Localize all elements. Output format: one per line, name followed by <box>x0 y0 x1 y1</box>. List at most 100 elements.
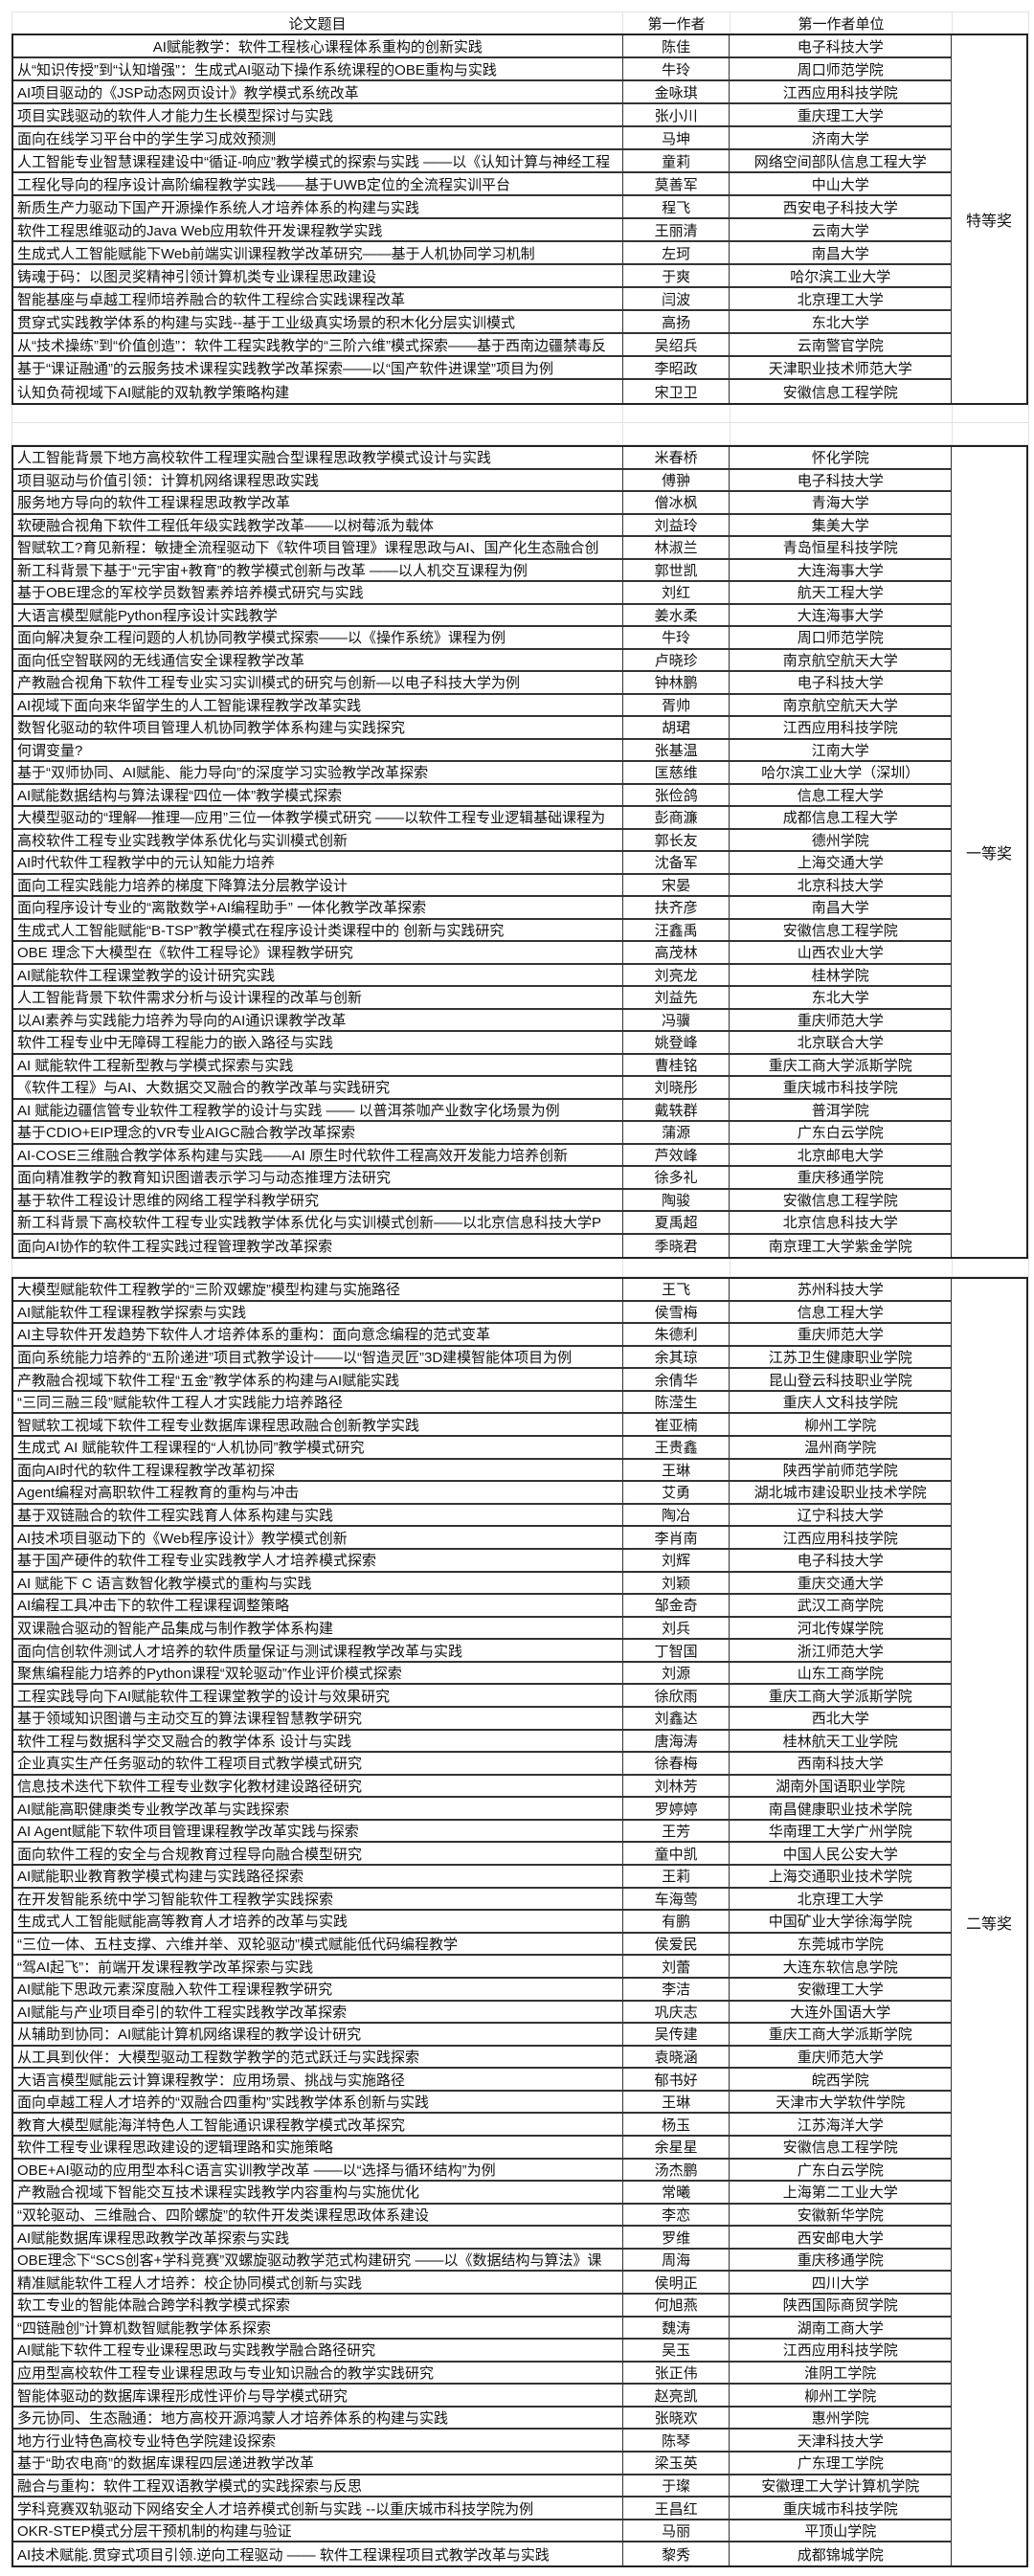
author-unit: 天津科技大学 <box>730 2430 952 2452</box>
paper-title: AI 赋能软件工程新型教与学模式探索与实践 <box>13 1054 623 1075</box>
first-author: 彭商濂 <box>623 807 731 828</box>
author-unit: 电子科技大学 <box>730 672 952 693</box>
paper-title: 基于“双师协同、AI赋能、能力导向”的深度学习实验教学改革探索 <box>13 762 623 783</box>
first-author: 左珂 <box>623 242 731 263</box>
paper-title: 认知负荷视域下AI赋能的双轨教学策略构建 <box>13 380 623 403</box>
author-unit: 云南大学 <box>730 219 952 240</box>
paper-title: 数智化驱动的软件项目管理人机协同教学体系构建与实践探究 <box>13 717 623 738</box>
author-unit: 航天工程大学 <box>730 582 952 603</box>
paper-title: OKR-STEP模式分层干预机制的构建与验证 <box>13 2520 623 2542</box>
author-unit: 网络空间部队信息工程大学 <box>730 150 952 171</box>
first-author: 沈备军 <box>623 852 731 873</box>
first-author: 张正伟 <box>623 2362 731 2384</box>
paper-title: AI赋能职业教育教学模式构建与实践路径探索 <box>13 1866 623 1887</box>
author-unit: 江苏卫生健康职业学院 <box>730 1346 952 1368</box>
first-author: 有鹏 <box>623 1911 731 1932</box>
paper-title: 面向系统能力培养的“五阶递进”项目式教学设计——以“智造灵匠”3D建模智能体项目… <box>13 1346 623 1368</box>
first-author: 王莉 <box>623 1866 731 1887</box>
paper-title: 双课融合驱动的智能产品集成与制作教学体系构建 <box>13 1617 623 1639</box>
first-author: 刘亮龙 <box>623 964 731 985</box>
first-author: 汤杰鹏 <box>623 2159 731 2181</box>
first-author: 卢晓珍 <box>623 649 731 670</box>
table-row: “驾AI起飞”：前端开发课程教学改革探索与实践 刘蕾 大连东软信息学院 <box>13 1956 952 1979</box>
table-row: 项目实践驱动的软件人才能力生长模型探讨与实践 张小川 重庆理工大学 <box>13 104 952 127</box>
paper-title: 面向程序设计专业的“离散数学+AI编程助手” 一体化教学改革探索 <box>13 897 623 918</box>
table-row: AI Agent赋能下软件项目管理课程教学改革实践与探索 王芳 华南理工大学广州学院 <box>13 1820 952 1844</box>
author-unit: 安徽新华学院 <box>730 2204 952 2226</box>
table-row: 《软件工程》与AI、大数据交叉融合的教学改革与实践研究 刘晓彤 重庆城市科技学院 <box>13 1077 952 1100</box>
empty-cell <box>953 423 1029 445</box>
table-row: 智能基座与卓越工程师培养融合的软件工程综合实践课程改革 闫波 北京理工大学 <box>13 288 952 311</box>
author-unit: 苏州科技大学 <box>730 1279 952 1300</box>
first-author: 扶齐彦 <box>623 897 731 918</box>
empty-cell <box>731 1255 953 1277</box>
column-header-award <box>953 12 1029 34</box>
table-row: 基于“课证融通”的云服务技术课程实践教学改革探索——以“国产软件进课堂”项目为例… <box>13 357 952 380</box>
table-row: AI赋能职业教育教学模式构建与实践路径探索 王莉 上海交通职业技术学院 <box>13 1866 952 1889</box>
paper-title: AI编程工具冲击下的软件工程课程调整策略 <box>13 1595 623 1616</box>
first-author: 莫善军 <box>623 173 731 194</box>
table-row: AI主导软件开发趋势下软件人才培养体系的重构：面向意念编程的范式变革 朱德利 重庆师… <box>13 1324 952 1347</box>
author-unit: 信息工程大学 <box>730 1301 952 1323</box>
author-unit: 辽宁科技大学 <box>730 1504 952 1526</box>
empty-cell <box>953 401 1029 423</box>
table-row: 人工智能背景下地方高校软件工程理实融合型课程思政教学模式设计与实践 米春桥 怀化学院 <box>13 447 952 470</box>
author-unit: 江西应用科技学院 <box>730 2340 952 2361</box>
table-row: OBE理念下“SCS创客+学科竞赛”双螺旋驱动教学范式构建研究 ——以《数据结构… <box>13 2249 952 2273</box>
first-author: 郁书好 <box>623 2069 731 2090</box>
author-unit: 重庆工商大学派斯学院 <box>730 2024 952 2045</box>
author-unit: 重庆移通学院 <box>730 1167 952 1188</box>
author-unit: 重庆理工大学 <box>730 104 952 125</box>
table-row: 新工科背景下高校软件工程专业实践教学体系优化与实训模式创新——以北京信息科技大学… <box>13 1212 952 1235</box>
table-row: “三位一体、五柱支撑、六维并举、双轮驱动”模式赋能低代码编程教学 侯爱民 东莞城市学… <box>13 1933 952 1957</box>
first-author: 朱德利 <box>623 1324 731 1345</box>
paper-title: Agent编程对高职软件工程教育的重构与冲击 <box>13 1482 623 1503</box>
table-row: AI赋能下软件工程专业课程思政与实践教学融合路径研究 吴玉 江西应用科技学院 <box>13 2340 952 2363</box>
first-author: 胥帅 <box>623 694 731 715</box>
author-unit: 中国人民公安大学 <box>730 1843 952 1865</box>
first-author: 周海 <box>623 2249 731 2271</box>
table-row: 应用型高校软件工程专业课程思政与专业知识融合的教学实践研究 张正伟 淮阴工学院 <box>13 2362 952 2386</box>
paper-title: AI Agent赋能下软件项目管理课程教学改革实践与探索 <box>13 1820 623 1842</box>
table-row: 在开发智能系统中学习智能软件工程教学实践探索 车海莺 北京理工大学 <box>13 1888 952 1912</box>
first-author: 刘益先 <box>623 987 731 1008</box>
paper-title: 以AI素养与实践能力培养为导向的AI通识课教学改革 <box>13 1009 623 1030</box>
paper-title: AI项目驱动的《JSP动态网页设计》教学模式系统改革 <box>13 81 623 102</box>
author-unit: 重庆移通学院 <box>730 2249 952 2271</box>
author-unit: 陕西学前师范学院 <box>730 1459 952 1481</box>
author-unit: 山东工商学院 <box>730 1662 952 1684</box>
first-author: 何旭燕 <box>623 2295 731 2316</box>
first-author: 王琳 <box>623 1459 731 1481</box>
table-row: 教育大模型赋能海洋特色人工智能通识课程教学模式改革探究 杨玉 江苏海洋大学 <box>13 2114 952 2137</box>
table-row: 新质生产力驱动下国产开源操作系统人才培养体系的构建与实践 程飞 西安电子科技大学 <box>13 196 952 219</box>
table-row: 以AI素养与实践能力培养为导向的AI通识课教学改革 冯骥 重庆师范大学 <box>13 1009 952 1032</box>
first-author: 吴玉 <box>623 2340 731 2361</box>
paper-title: 从“技术操练”到“价值创造”：软件工程实践教学的“三阶六维”模式探索——基于西南… <box>13 334 623 355</box>
table-row: 多元协同、生态融通：地方高校开源鸿蒙人才培养体系的构建与实践 张晓欢 惠州学院 <box>13 2407 952 2430</box>
author-unit: 江苏海洋大学 <box>730 2114 952 2135</box>
paper-title: 人工智能专业智慧课程建设中“循证-响应”教学模式的探索与实践 ——以《认知计算与… <box>13 150 623 171</box>
author-unit: 大连海事大学 <box>730 604 952 625</box>
paper-title: 软件工程专业课程思政建设的逻辑理路和实施策略 <box>13 2136 623 2158</box>
author-unit: 上海交通职业技术学院 <box>730 1866 952 1887</box>
paper-title: 应用型高校软件工程专业课程思政与专业知识融合的教学实践研究 <box>13 2362 623 2384</box>
paper-title: AI赋能数据库课程思政教学改革探索与实践 <box>13 2227 623 2248</box>
first-author: 匡慈维 <box>623 762 731 783</box>
table-row: 软件工程思维驱动的Java Web应用软件开发课程教学实践 王丽清 云南大学 <box>13 219 952 242</box>
paper-title: AI赋能教学：软件工程核心课程体系重构的创新实践 <box>13 35 623 56</box>
author-unit: 西安邮电大学 <box>730 2227 952 2248</box>
first-author: 钟林鹏 <box>623 672 731 693</box>
author-unit: 东北大学 <box>730 311 952 332</box>
empty-cell <box>12 423 623 445</box>
paper-title: “驾AI起飞”：前端开发课程教学改革探索与实践 <box>13 1956 623 1977</box>
paper-title: 基于软件工程设计思维的网络工程学科教学研究 <box>13 1189 623 1210</box>
paper-title: 面向信创软件测试人才培养的软件质量保证与测试课程教学改革与实践 <box>13 1640 623 1661</box>
table-row: 融合与重构：软件工程双语教学模式的实践探索与反思 于璨 安徽理工大学计算机学院 <box>13 2475 952 2498</box>
table-row: 基于双链融合的软件工程实践育人体系构建与实践 陶冶 辽宁科技大学 <box>13 1504 952 1528</box>
first-author: 罗婷婷 <box>623 1798 731 1819</box>
paper-title: 新质生产力驱动下国产开源操作系统人才培养体系的构建与实践 <box>13 196 623 217</box>
paper-title: 多元协同、生态融通：地方高校开源鸿蒙人才培养体系的构建与实践 <box>13 2407 623 2429</box>
first-author: 宋晏 <box>623 874 731 895</box>
table-row: 面向在线学习平台中的学生学习成效预测 马坤 济南大学 <box>13 127 952 150</box>
award-section: 大模型赋能软件工程教学的“三阶双螺旋”模型构建与实施路径 王飞 苏州科技大学 AI赋能… <box>11 1277 1028 2567</box>
